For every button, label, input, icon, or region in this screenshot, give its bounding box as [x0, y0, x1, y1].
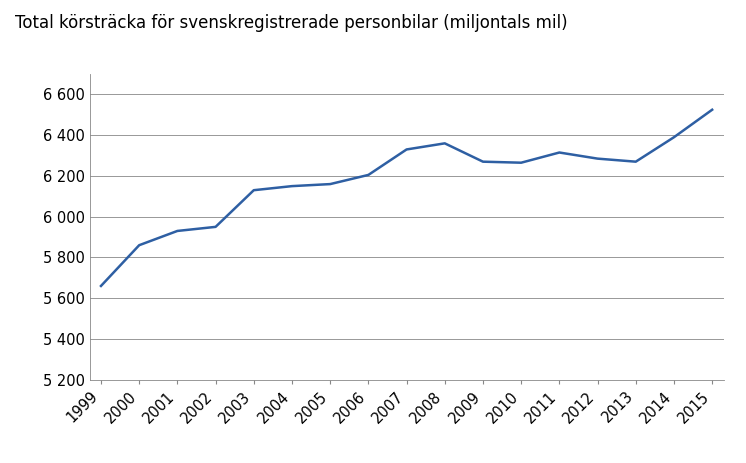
Text: Total körsträcka för svenskregistrerade personbilar (miljontals mil): Total körsträcka för svenskregistrerade …: [15, 14, 568, 32]
